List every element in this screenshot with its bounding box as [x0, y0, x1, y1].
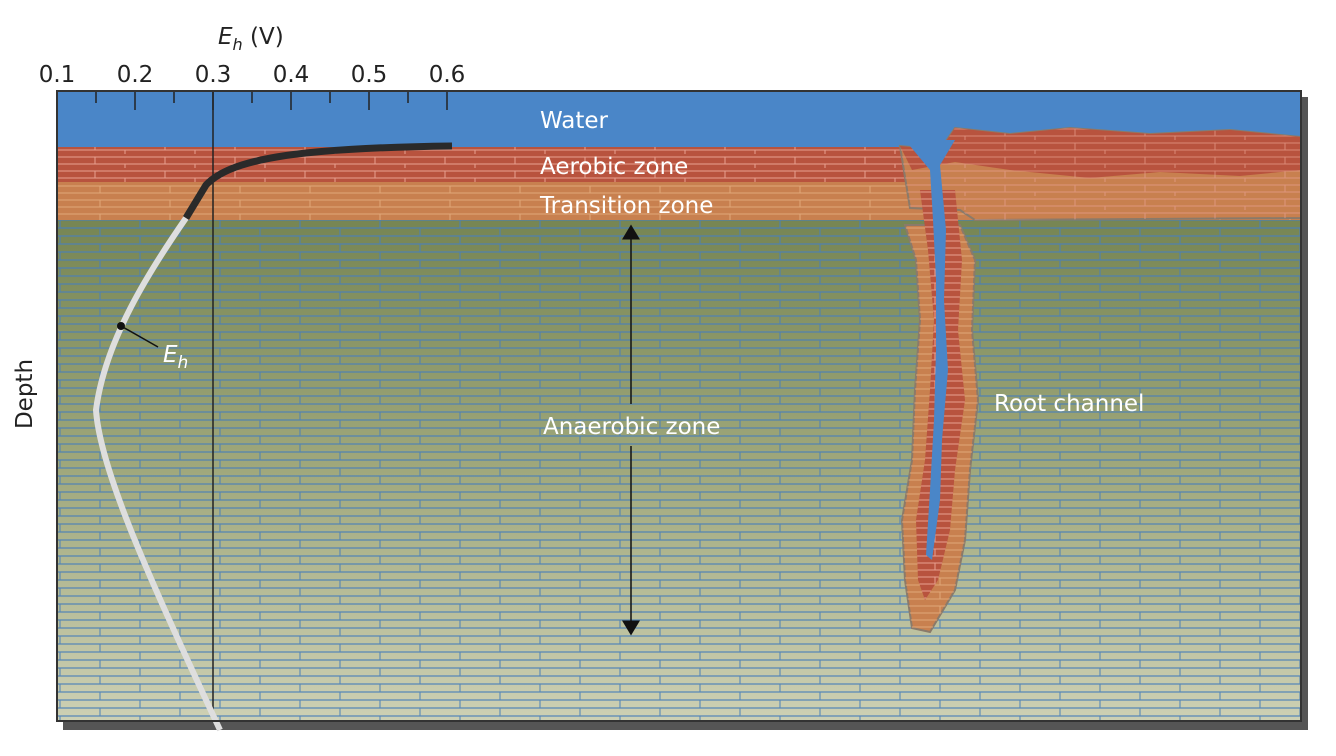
eh-curve-label-main: E: [163, 342, 178, 368]
aerobic-zone-label: Aerobic zone: [540, 154, 688, 180]
eh-curve-label-sub: h: [178, 353, 189, 373]
tick-label-0.3: 0.3: [195, 62, 232, 88]
tick-label-0.4: 0.4: [273, 62, 310, 88]
axis-title: Eh (V): [218, 24, 284, 54]
axis-title-unit: (V): [243, 24, 284, 50]
tick-label-0.6: 0.6: [429, 62, 466, 88]
tick-label-0.2: 0.2: [117, 62, 154, 88]
anaerobic-zone-label: Anaerobic zone: [543, 414, 720, 440]
axis-title-sub: h: [233, 35, 243, 54]
transition-zone-label: Transition zone: [539, 193, 713, 219]
depth-label: Depth: [12, 359, 38, 429]
surface-crust-texture: [900, 128, 1301, 220]
tick-label-0.5: 0.5: [351, 62, 388, 88]
tick-label-0.1: 0.1: [39, 62, 76, 88]
axis-title-main: E: [218, 24, 233, 50]
root-channel-label: Root channel: [994, 391, 1144, 417]
axis-tick-labels: 0.1 0.2 0.3 0.4 0.5 0.6: [39, 62, 466, 88]
anaerobic-texture: [57, 218, 1301, 721]
water-label: Water: [540, 108, 609, 134]
